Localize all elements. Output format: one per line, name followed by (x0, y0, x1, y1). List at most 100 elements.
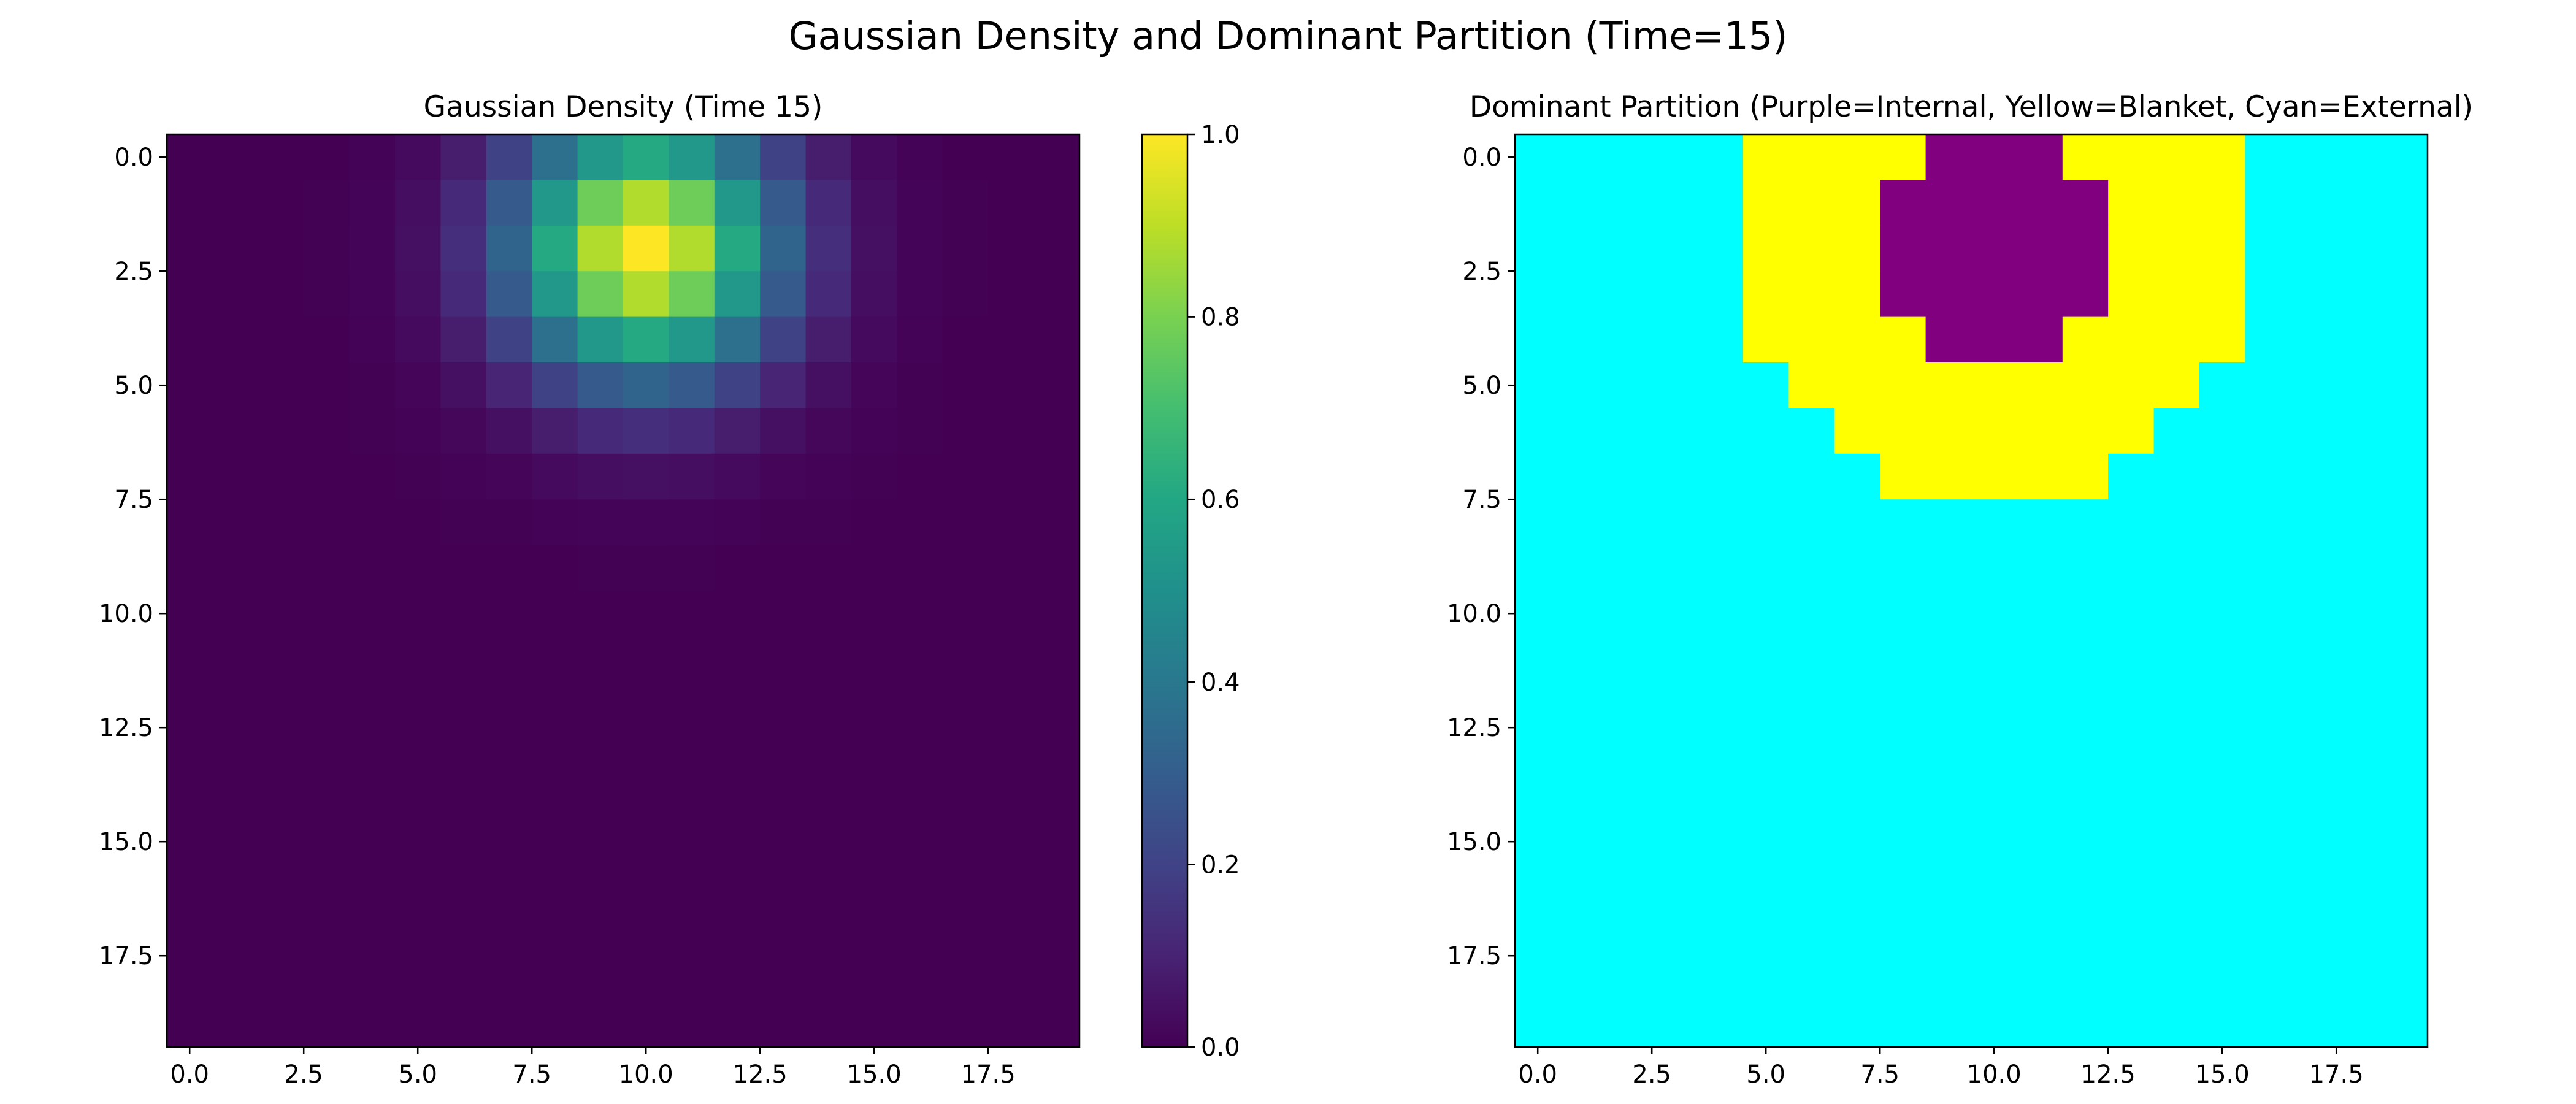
density-cell (258, 408, 304, 454)
partition-cell-external (2245, 408, 2291, 454)
partition-cell-external (1560, 271, 1607, 318)
partition-cell-external (2108, 956, 2155, 1002)
partition-cell-external (1606, 362, 1652, 408)
partition-cell-external (2290, 453, 2337, 500)
partition-cell-external (1652, 316, 1698, 363)
partition-cell-blanket (2108, 134, 2155, 180)
partition-cell-external (2017, 1001, 2063, 1048)
density-cell (1033, 271, 1080, 318)
density-cell (532, 773, 578, 819)
density-cell (395, 545, 441, 591)
partition-cell-blanket (1834, 271, 1880, 318)
density-cell (167, 453, 213, 500)
partition-cell-external (1834, 1001, 1880, 1048)
partition-cell-external (2290, 681, 2337, 728)
partition-cell-external (1834, 864, 1880, 911)
density-cell (760, 180, 807, 226)
density-cell (304, 408, 350, 454)
density-cell (212, 316, 259, 363)
density-cell (212, 1001, 259, 1048)
partition-cell-external (1834, 727, 1880, 774)
partition-cell-blanket (2108, 271, 2155, 318)
density-cell (714, 271, 761, 318)
partition-y-axis: 0.0 2.5 5.0 7.5 10.0 12.5 15.0 17.5 (1447, 144, 1515, 970)
density-cell (623, 134, 669, 180)
y-tick-label: 7.5 (114, 486, 153, 514)
partition-cell-external (2290, 362, 2337, 408)
colorbar-axis: 0.0 0.2 0.4 0.6 0.8 1.0 (1187, 121, 1240, 1062)
partition-cell-external (2017, 499, 2063, 546)
density-cell (486, 316, 532, 363)
density-cell (167, 956, 213, 1002)
density-cell (167, 180, 213, 226)
partition-cell-external (2017, 910, 2063, 956)
partition-cell-blanket (2062, 362, 2109, 408)
density-cell (349, 956, 396, 1002)
density-cell (258, 134, 304, 180)
density-cell (440, 681, 487, 728)
density-cell (942, 408, 989, 454)
partition-cell-blanket (1788, 134, 1835, 180)
partition-cell-blanket (1743, 316, 1789, 363)
density-cell (851, 681, 897, 728)
density-cell (258, 180, 304, 226)
partition-cell-external (1925, 545, 1972, 591)
density-cell (714, 453, 761, 500)
partition-cell-external (1697, 727, 1744, 774)
partition-cell-blanket (1880, 134, 1926, 180)
density-cell (212, 819, 259, 865)
density-cell (167, 271, 213, 318)
density-cell (258, 956, 304, 1002)
partition-cell-external (1834, 681, 1880, 728)
partition-cell-external (1925, 499, 1972, 546)
partition-cell-external (2153, 545, 2200, 591)
partition-cell-external (2017, 956, 2063, 1002)
density-cell (304, 134, 350, 180)
partition-cell-external (2290, 180, 2337, 226)
partition-heatmap (1515, 134, 2428, 1048)
partition-cell-blanket (1834, 225, 1880, 272)
density-cell (440, 225, 487, 272)
density-cell (1033, 453, 1080, 500)
density-cell (623, 1001, 669, 1048)
density-cell (440, 453, 487, 500)
density-cell (532, 134, 578, 180)
partition-cell-external (2153, 681, 2200, 728)
density-cell (304, 225, 350, 272)
y-tick-label: 5.0 (1462, 372, 1501, 400)
partition-frame (1514, 133, 2429, 1048)
partition-cell-external (1971, 910, 2017, 956)
density-cell (760, 956, 807, 1002)
density-cell (942, 545, 989, 591)
partition-cell-external (1880, 956, 1926, 1002)
partition-cell-external (1743, 819, 1789, 865)
partition-cell-external (2382, 910, 2428, 956)
density-cell (988, 362, 1035, 408)
density-cell (897, 180, 943, 226)
density-cell (167, 134, 213, 180)
partition-cell-external (1925, 956, 1972, 1002)
density-cell (486, 956, 532, 1002)
partition-cell-internal (2017, 225, 2063, 272)
partition-cell-external (2108, 1001, 2155, 1048)
partition-cell-external (1560, 180, 1607, 226)
partition-cell-external (1652, 591, 1698, 637)
partition-cell-external (2336, 956, 2383, 1002)
density-cell (577, 727, 624, 774)
density-cell (395, 225, 441, 272)
partition-cell-external (1880, 681, 1926, 728)
partition-cell-external (2153, 819, 2200, 865)
density-cell (395, 316, 441, 363)
partition-cell-external (1606, 499, 1652, 546)
density-cell (669, 453, 715, 500)
density-cell (760, 773, 807, 819)
density-cell (897, 134, 943, 180)
partition-cell-external (1834, 453, 1880, 500)
density-cell (988, 591, 1035, 637)
partition-cell-external (1880, 773, 1926, 819)
partition-cell-external (2336, 362, 2383, 408)
partition-cell-external (1834, 910, 1880, 956)
density-cell (669, 727, 715, 774)
density-cell (258, 910, 304, 956)
density-cell (851, 1001, 897, 1048)
